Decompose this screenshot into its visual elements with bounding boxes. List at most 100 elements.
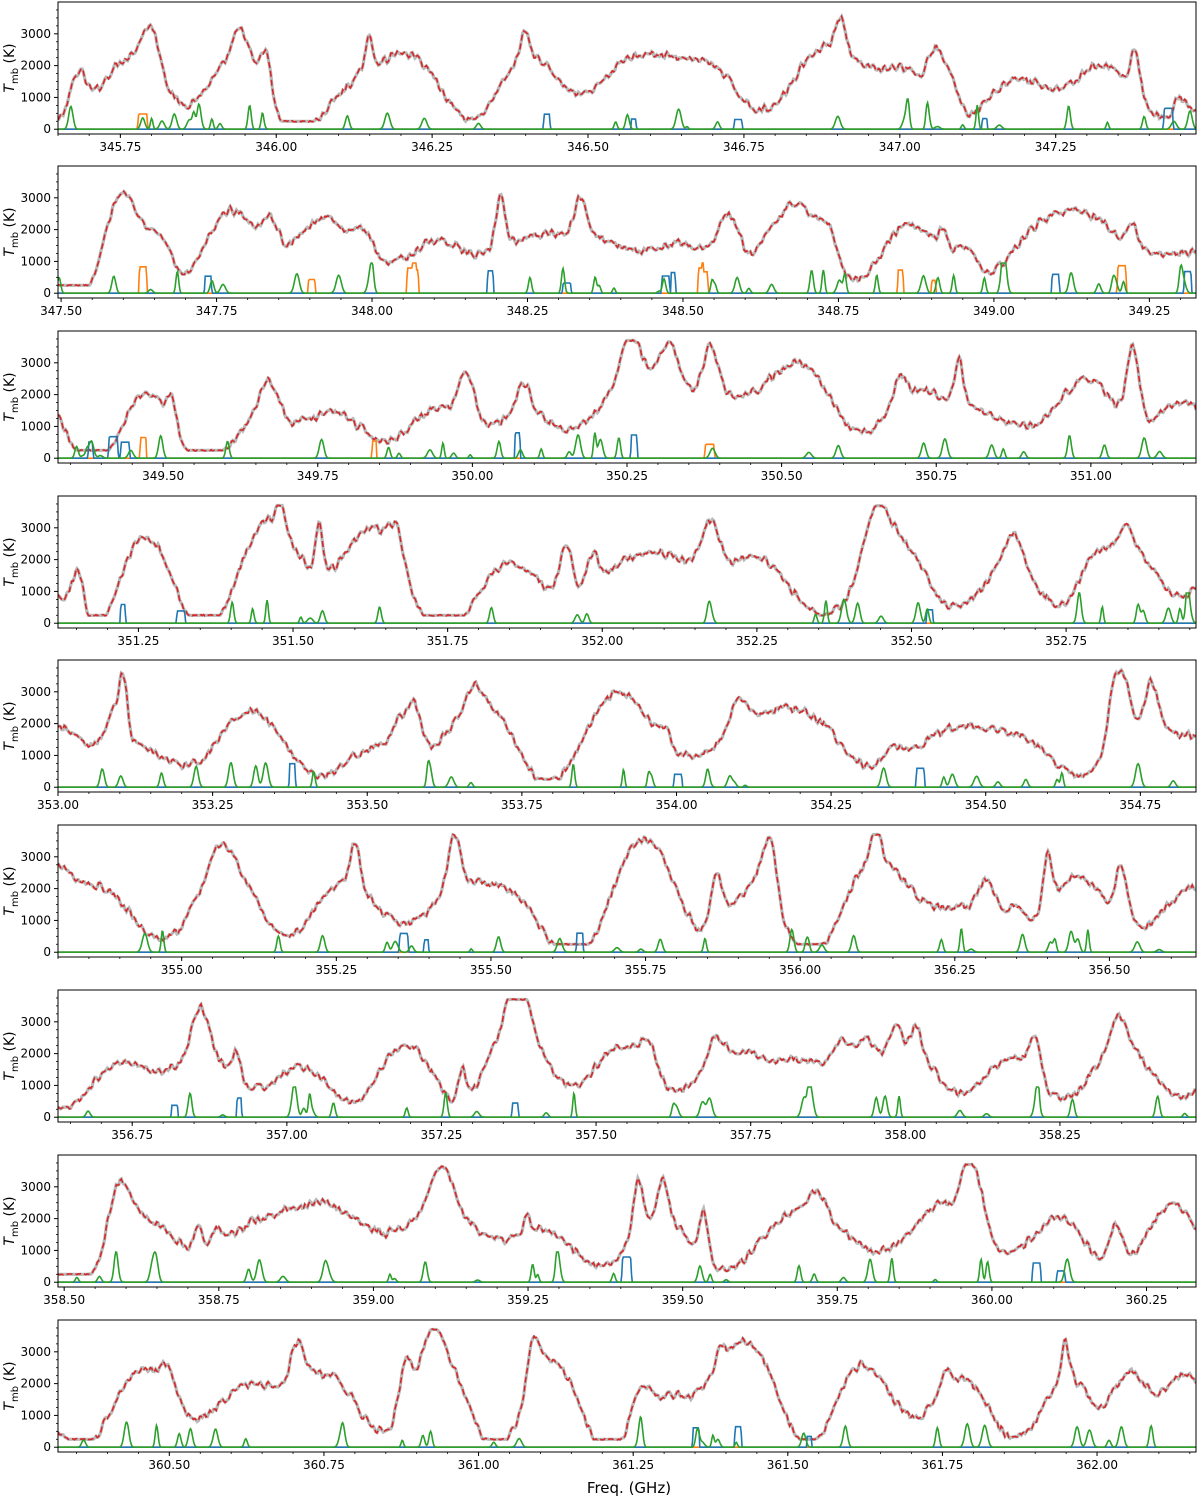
x-tick-label: 360.50: [148, 1458, 190, 1472]
x-tick-label: 354.75: [1119, 798, 1161, 812]
observed-spectrum-line: [58, 12, 1196, 124]
y-tick-label: 2000: [20, 882, 51, 896]
y-tick-label: 2000: [20, 1212, 51, 1226]
y-label-unit: (K): [2, 866, 18, 891]
x-tick-label: 357.50: [575, 1128, 617, 1142]
y-tick-label: 2000: [20, 1377, 51, 1391]
y-label-unit: (K): [2, 1361, 18, 1386]
model-total-line: [58, 504, 1196, 617]
blue-line-profile: [58, 1256, 1196, 1283]
x-tick-label: 347.50: [40, 304, 82, 318]
y-axis-label: Tmb (K): [2, 1361, 21, 1410]
spectrum-panel-8: 0 1000 2000 3000 Tmb (K) 358.50 358.75 359.00 35…: [2, 1154, 1197, 1307]
y-tick-label: 1000: [20, 1408, 51, 1422]
y-tick-label: 3000: [20, 27, 51, 41]
blue-line-profile: [58, 1097, 1196, 1118]
y-tick-label: 3000: [20, 850, 51, 864]
x-tick-label: 349.25: [1128, 304, 1170, 318]
spectrum-panel-9: 0 1000 2000 3000 Tmb (K) 360.50 360.75 361.00 36…: [2, 1319, 1197, 1472]
x-tick-label: 356.75: [111, 1128, 153, 1142]
x-tick-label: 352.25: [736, 634, 778, 648]
y-label-symbol: T: [2, 247, 18, 257]
panel-frame: [57, 824, 1197, 958]
x-tick-label: 353.75: [501, 798, 543, 812]
x-tick-label: 353.50: [346, 798, 388, 812]
orange-line-profile: [58, 262, 1196, 294]
y-tick-label: 0: [43, 286, 51, 300]
x-tick-label: 349.00: [973, 304, 1015, 318]
y-label-unit: (K): [2, 372, 18, 397]
panel-frame: [57, 659, 1197, 793]
x-tick-label: 351.75: [427, 634, 469, 648]
y-tick-label: 0: [43, 780, 51, 794]
spectrum-panel-3: 0 1000 2000 3000 Tmb (K) 349.50 349.75 350.00 35…: [2, 330, 1197, 483]
x-tick-label: 348.00: [351, 304, 393, 318]
x-tick-label: 351.50: [272, 634, 314, 648]
y-label-unit: (K): [2, 43, 18, 68]
x-tick-label: 357.75: [730, 1128, 772, 1142]
x-tick-label: 346.50: [567, 140, 609, 154]
y-axis-label: Tmb (K): [2, 43, 21, 92]
model-total-line: [58, 669, 1196, 781]
y-tick-label: 2000: [20, 553, 51, 567]
y-label-symbol: T: [2, 1071, 18, 1081]
green-line-profile: [58, 98, 1196, 131]
spectrum-panel-1: 0 1000 2000 3000 Tmb (K) 345.75 346.00 346.25 34…: [2, 1, 1197, 154]
x-axis-label: Freq. (GHz): [587, 1479, 671, 1497]
green-line-profile: [58, 1250, 1196, 1283]
y-axis-label: Tmb (K): [2, 1031, 21, 1080]
x-tick-label: 355.50: [470, 963, 512, 977]
y-label-subscript: mb: [10, 1056, 21, 1072]
y-tick-label: 2000: [20, 717, 51, 731]
x-tick-label: 360.75: [303, 1458, 345, 1472]
y-label-unit: (K): [2, 1196, 18, 1221]
y-tick-label: 1000: [20, 748, 51, 762]
x-tick-label: 348.25: [507, 304, 549, 318]
panel-frame: [57, 1154, 1197, 1288]
model-total-line: [58, 1162, 1196, 1276]
x-tick-label: 358.50: [43, 1293, 85, 1307]
x-tick-label: 347.75: [196, 304, 238, 318]
spectrum-panel-5: 0 1000 2000 3000 Tmb (K) 353.00 353.25 353.50 35…: [2, 659, 1197, 812]
x-tick-label: 353.25: [192, 798, 234, 812]
green-line-profile: [58, 759, 1196, 788]
x-tick-label: 350.25: [606, 469, 648, 483]
y-label-symbol: T: [2, 1236, 18, 1246]
y-tick-label: 1000: [20, 254, 51, 268]
y-label-subscript: mb: [10, 1386, 21, 1402]
y-label-unit: (K): [2, 207, 18, 232]
model-total-line: [58, 1328, 1196, 1442]
x-tick-label: 362.00: [1076, 1458, 1118, 1472]
x-tick-label: 358.25: [1039, 1128, 1081, 1142]
y-tick-label: 1000: [20, 1078, 51, 1092]
y-label-unit: (K): [2, 537, 18, 562]
x-tick-label: 356.50: [1088, 963, 1130, 977]
y-label-subscript: mb: [10, 397, 21, 413]
y-tick-label: 0: [43, 1275, 51, 1289]
x-tick-label: 351.00: [1070, 469, 1112, 483]
y-tick-label: 0: [43, 945, 51, 959]
x-tick-label: 357.25: [420, 1128, 462, 1142]
x-tick-label: 359.00: [352, 1293, 394, 1307]
x-tick-label: 354.00: [655, 798, 697, 812]
y-label-symbol: T: [2, 83, 18, 93]
y-axis-label: Tmb (K): [2, 207, 21, 256]
observed-spectrum-line: [58, 338, 1196, 452]
y-tick-label: 2000: [20, 223, 51, 237]
y-label-symbol: T: [2, 577, 18, 587]
x-tick-label: 359.75: [816, 1293, 858, 1307]
blue-line-profile: [58, 107, 1196, 130]
y-tick-label: 2000: [20, 1047, 51, 1061]
panel-frame: [57, 165, 1197, 299]
y-tick-label: 3000: [20, 1180, 51, 1194]
x-tick-label: 356.00: [779, 963, 821, 977]
y-tick-label: 2000: [20, 388, 51, 402]
x-tick-label: 355.00: [161, 963, 203, 977]
y-label-symbol: T: [2, 741, 18, 751]
x-tick-label: 360.00: [971, 1293, 1013, 1307]
y-tick-label: 3000: [20, 1015, 51, 1029]
y-axis-label: Tmb (K): [2, 701, 21, 750]
x-tick-label: 350.50: [761, 469, 803, 483]
spectrum-panel-7: 0 1000 2000 3000 Tmb (K) 356.75 357.00 357.25 35…: [2, 989, 1197, 1142]
y-label-unit: (K): [2, 701, 18, 726]
